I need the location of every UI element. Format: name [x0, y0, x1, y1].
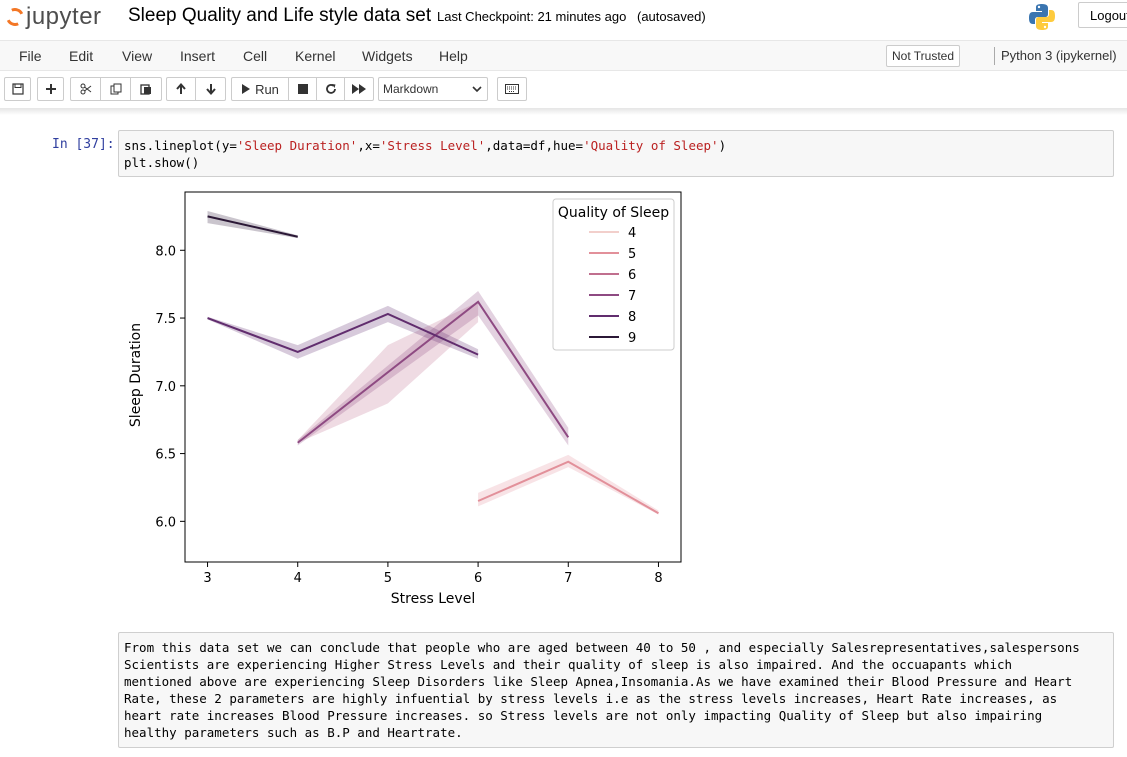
kernel-indicator[interactable]: Python 3 (ipykernel) [1001, 48, 1117, 63]
input-prompt: In [37]: [52, 137, 115, 152]
y-tick-label: 6.0 [155, 515, 176, 530]
run-button[interactable]: Run [232, 78, 289, 100]
code-string: 'Sleep Duration' [236, 138, 358, 153]
cell-type-value: Markdown [383, 82, 439, 96]
save-button[interactable] [4, 77, 31, 101]
legend-label-4: 4 [628, 226, 636, 241]
menu-kernel[interactable]: Kernel [295, 48, 336, 64]
y-tick-label: 7.5 [155, 312, 176, 327]
command-palette-button[interactable] [497, 77, 527, 101]
restart-kernel-button[interactable] [317, 78, 345, 100]
save-icon [11, 83, 24, 95]
fast-forward-icon [352, 84, 366, 94]
y-tick-label: 7.0 [155, 380, 176, 395]
checkpoint-status: Last Checkpoint: 21 minutes ago [437, 9, 627, 24]
x-axis-label: Stress Level [391, 591, 475, 607]
y-axis-label: Sleep Duration [128, 323, 144, 427]
code-cell-editor[interactable]: sns.lineplot(y='Sleep Duration',x='Stres… [118, 130, 1114, 177]
copy-icon [110, 83, 121, 95]
confidence-band-5 [478, 454, 659, 515]
code-token: sns.lineplot(y= [124, 138, 237, 153]
x-tick-label: 6 [474, 571, 482, 586]
series-line-9 [207, 215, 298, 238]
arrow-up-icon [176, 83, 186, 94]
clipboard-button-group [70, 77, 162, 101]
menu-file[interactable]: File [19, 48, 42, 64]
menu-edit[interactable]: Edit [69, 48, 94, 64]
move-up-button[interactable] [167, 78, 196, 100]
y-tick-label: 8.0 [155, 244, 176, 259]
jupyter-logo-icon [3, 5, 27, 29]
insert-cell-button[interactable] [37, 77, 64, 101]
move-button-group [166, 77, 226, 101]
menu-insert[interactable]: Insert [180, 48, 216, 64]
arrow-down-icon [205, 84, 216, 95]
cell-type-select[interactable]: Markdown [378, 77, 488, 101]
notebook-title[interactable]: Sleep Quality and Life style data set [128, 5, 432, 26]
plot-frame [184, 191, 682, 563]
restart-icon [325, 84, 336, 94]
toolbar-shadow [0, 109, 1127, 115]
code-token: ,x= [357, 138, 380, 153]
legend-label-7: 7 [628, 289, 636, 304]
confidence-band-7 [297, 290, 569, 446]
menu-bar: File Edit View Insert Cell Kernel Widget… [0, 40, 1127, 71]
x-tick-label: 8 [654, 571, 662, 586]
plus-icon [45, 84, 56, 94]
stop-icon [297, 84, 308, 94]
code-string: 'Quality of Sleep' [583, 138, 719, 153]
legend-label-6: 6 [628, 268, 636, 283]
jupyter-logo-text: jupyter [26, 3, 102, 30]
trust-indicator-button[interactable]: Not Trusted [886, 45, 960, 67]
chevron-down-icon [472, 86, 482, 93]
menu-help[interactable]: Help [439, 48, 468, 64]
interrupt-kernel-button[interactable] [289, 78, 317, 100]
legend-title: Quality of Sleep [558, 205, 669, 221]
autosave-status: (autosaved) [637, 9, 706, 24]
paste-icon [140, 84, 151, 95]
code-token: ,data=df,hue= [485, 138, 584, 153]
markdown-cell-editor[interactable]: From this data set we can conclude that … [118, 632, 1114, 748]
series-line-5 [477, 460, 659, 515]
paste-button[interactable] [131, 78, 161, 100]
keyboard-icon [505, 84, 519, 94]
code-string: 'Stress Level' [379, 138, 486, 153]
notebook-header: jupyter Sleep Quality and Life style dat… [0, 0, 1127, 40]
x-tick-label: 4 [294, 571, 302, 586]
code-token: ) [718, 138, 727, 153]
x-tick-label: 5 [384, 571, 392, 586]
copy-button[interactable] [101, 78, 131, 100]
python-logo-icon [1029, 4, 1055, 30]
move-down-button[interactable] [196, 78, 225, 100]
run-button-group: Run [231, 77, 374, 101]
x-tick-label: 7 [564, 571, 572, 586]
play-icon [242, 84, 251, 94]
legend-label-9: 9 [628, 331, 636, 346]
kernel-divider [994, 47, 995, 65]
run-button-label: Run [255, 81, 279, 97]
menu-widgets[interactable]: Widgets [362, 48, 413, 64]
code-line: plt.show() [124, 155, 200, 170]
cut-button[interactable] [71, 78, 101, 100]
logout-button[interactable]: Logout [1078, 2, 1127, 28]
scissors-icon [80, 83, 91, 95]
menu-view[interactable]: View [122, 48, 153, 64]
jupyter-logo[interactable]: jupyter [3, 2, 102, 32]
y-tick-label: 6.5 [155, 448, 176, 463]
legend-label-5: 5 [628, 247, 636, 262]
menu-cell[interactable]: Cell [243, 48, 268, 64]
x-tick-label: 3 [203, 571, 211, 586]
legend-label-8: 8 [628, 310, 636, 325]
restart-run-all-button[interactable] [345, 78, 373, 100]
line-plot: 3 4 5 6 7 8 6.0 6.5 7.0 7.5 8.0 Stress Level Sleep D… [128, 191, 682, 607]
series-line-8 [207, 312, 479, 356]
series-line-7 [297, 300, 570, 444]
notebook-toolbar: Run Markdown [0, 71, 1127, 109]
